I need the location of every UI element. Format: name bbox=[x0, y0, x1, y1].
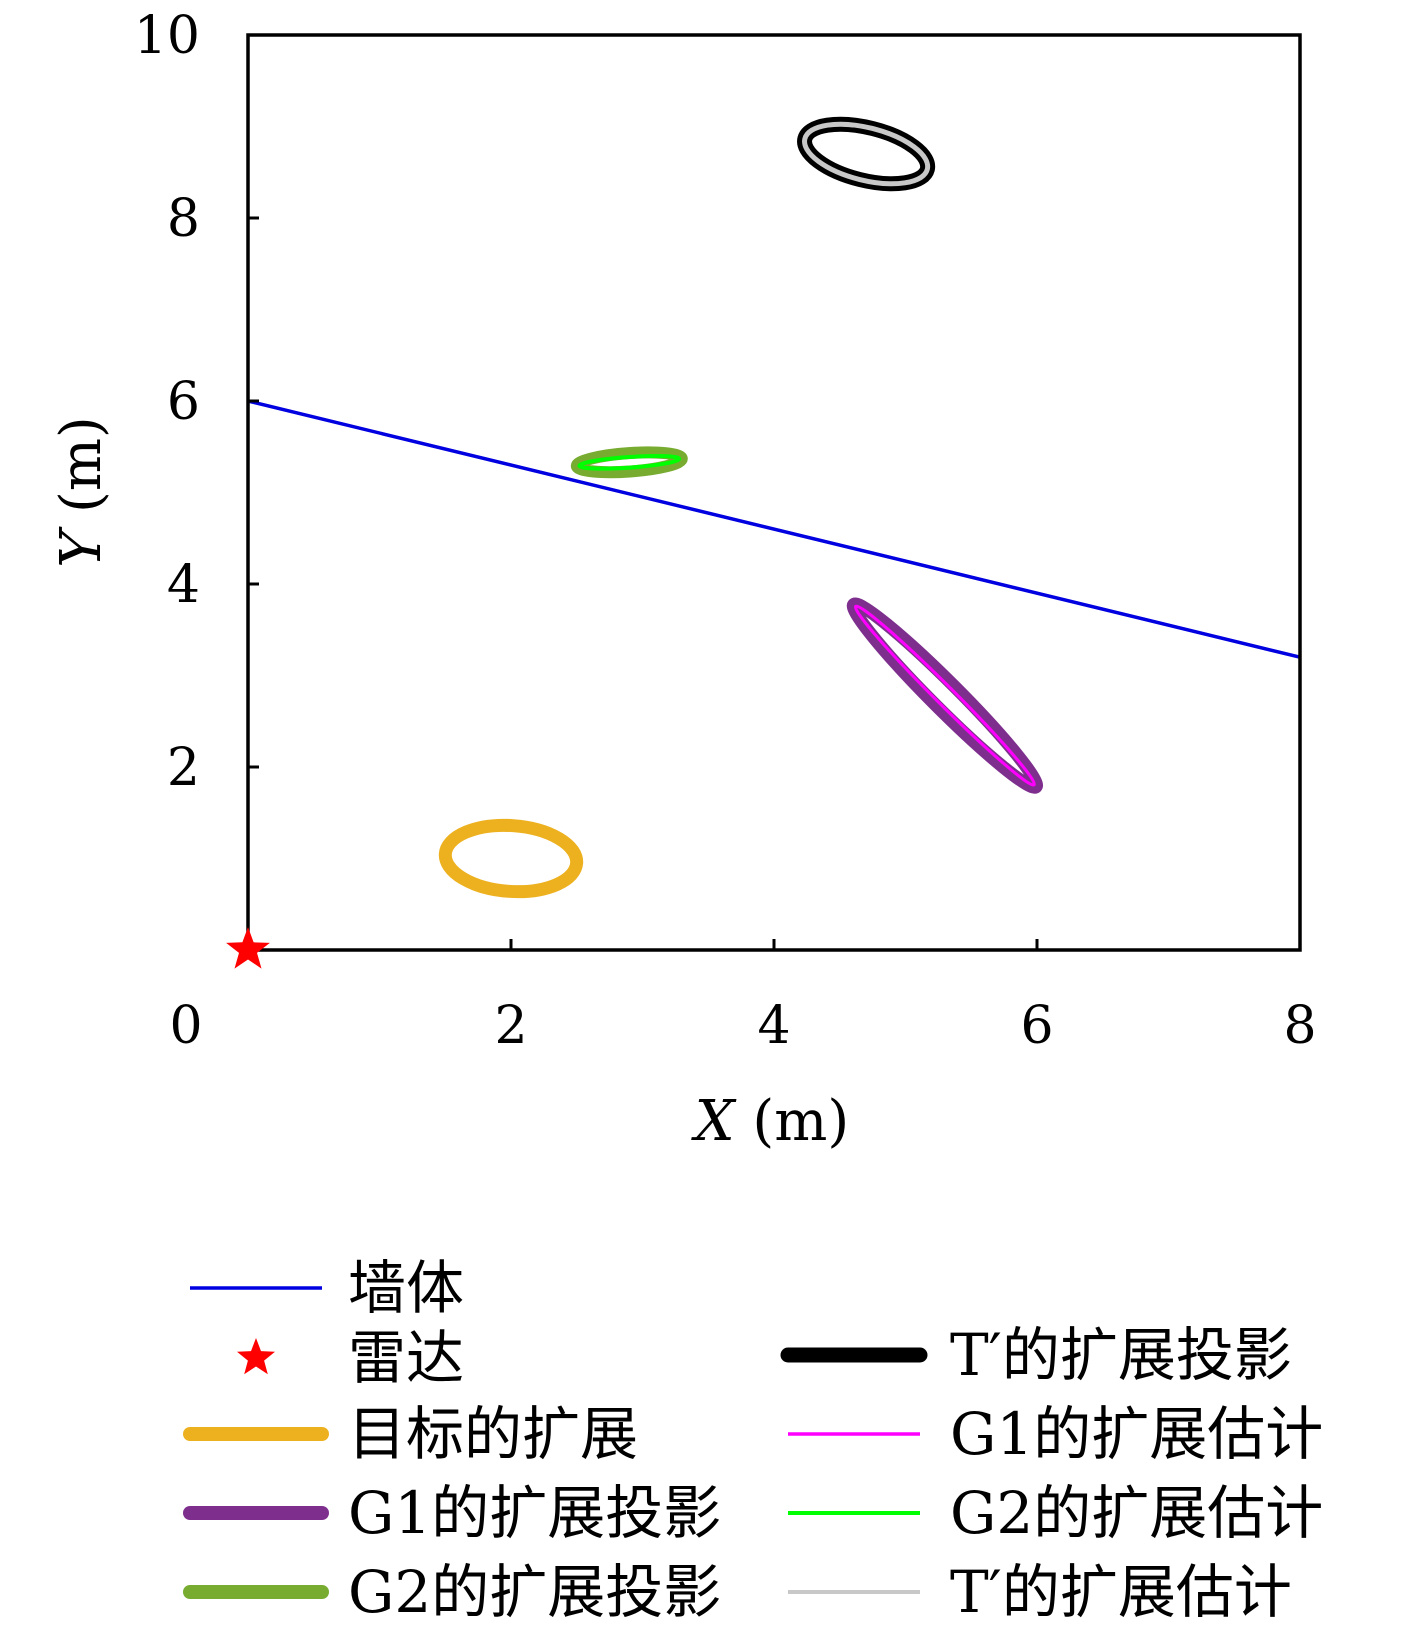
y-tick-label: 2 bbox=[167, 738, 200, 798]
legend-label: T′的扩展估计 bbox=[950, 1558, 1292, 1626]
y-axis-unit: (m) bbox=[49, 416, 114, 531]
series-target_ext bbox=[438, 818, 584, 899]
series-g2_est bbox=[577, 453, 682, 471]
x-tick-label: 4 bbox=[757, 996, 790, 1056]
legend-label: 雷达 bbox=[348, 1324, 464, 1392]
x-tick-label: 2 bbox=[494, 996, 527, 1056]
legend-label: T′的扩展投影 bbox=[950, 1321, 1292, 1389]
legend-item-wall: 墙体 bbox=[190, 1254, 464, 1322]
series-g1_est bbox=[853, 604, 1036, 787]
legend-item-radar: 雷达 bbox=[237, 1324, 464, 1392]
series-t_est bbox=[802, 121, 931, 187]
legend-item-t_proj: T′的扩展投影 bbox=[780, 1321, 1292, 1389]
legend-label: G2的扩展投影 bbox=[348, 1558, 721, 1626]
y-tick-label: 4 bbox=[167, 555, 200, 615]
legend-item-g2_est: G2的扩展估计 bbox=[788, 1479, 1323, 1547]
x-tick-label: 6 bbox=[1020, 996, 1053, 1056]
legend-item-target_ext: 目标的扩展 bbox=[183, 1400, 638, 1468]
legend-item-t_est: T′的扩展估计 bbox=[788, 1558, 1292, 1626]
axes-frame bbox=[246, 33, 1302, 952]
legend-label: G1的扩展估计 bbox=[950, 1400, 1323, 1468]
series-g2_proj bbox=[570, 446, 688, 479]
x-axis-label: X (m) bbox=[691, 1089, 849, 1154]
y-tick-label: 10 bbox=[134, 6, 200, 66]
plot-area bbox=[247, 116, 1301, 899]
legend-label: G1的扩展投影 bbox=[348, 1479, 721, 1547]
legend-item-g1_est: G1的扩展估计 bbox=[788, 1400, 1323, 1468]
legend-label: 墙体 bbox=[348, 1254, 464, 1322]
legend-item-g1_proj: G1的扩展投影 bbox=[183, 1479, 721, 1547]
y-tick-label: 6 bbox=[167, 372, 200, 432]
x-axis-unit: (m) bbox=[735, 1089, 850, 1154]
y-axis-symbol: Y bbox=[49, 526, 114, 568]
x-axis-symbol: X bbox=[691, 1089, 737, 1154]
y-tick-label: 8 bbox=[167, 189, 200, 249]
series-g1_proj bbox=[846, 597, 1044, 794]
legend-swatch-star bbox=[237, 1338, 275, 1375]
series-wall bbox=[247, 399, 1301, 659]
y-axis-label: Y (m) bbox=[49, 416, 114, 568]
x-tick-label: 0 bbox=[169, 996, 202, 1056]
series-radar bbox=[226, 927, 270, 969]
legend-label: G2的扩展估计 bbox=[950, 1479, 1323, 1547]
axes: 0 2 4 6 8 2 4 6 8 10 bbox=[134, 6, 1317, 1056]
legend-label: 目标的扩展 bbox=[348, 1400, 638, 1468]
legend-item-g2_proj: G2的扩展投影 bbox=[183, 1558, 721, 1626]
x-tick-label: 8 bbox=[1283, 996, 1316, 1056]
